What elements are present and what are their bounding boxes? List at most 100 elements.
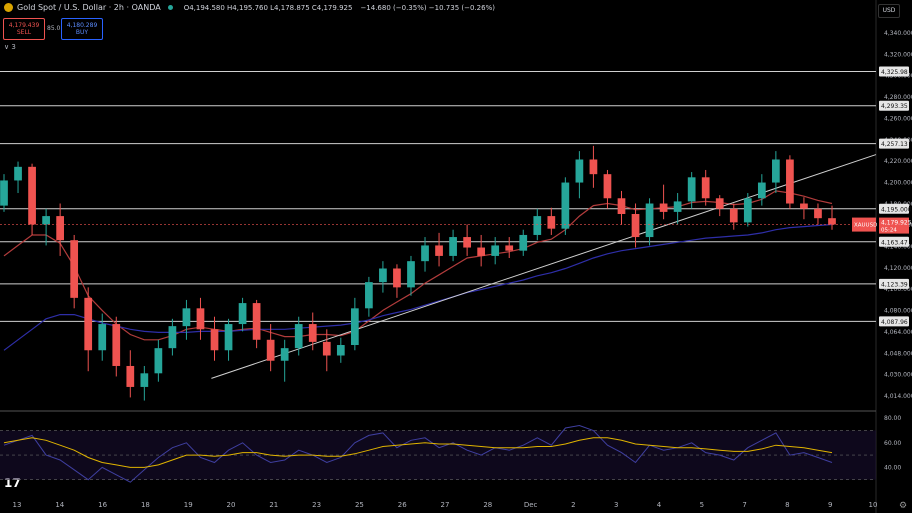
time-tick-label: 4 [657,501,662,509]
candle-body [533,216,542,235]
time-tick-label: 13 [13,501,22,509]
settings-gear-icon[interactable]: ⚙ [899,501,908,511]
chart-frame [0,0,877,513]
candle-body [322,341,331,356]
time-tick-label: 8 [785,501,789,509]
time-tick-label: 23 [312,501,321,509]
candle-body [617,198,626,214]
candle-body [14,166,22,181]
candle-body [800,203,808,209]
time-tick-label: 18 [141,501,150,509]
buy-button[interactable]: 4,180.289 BUY [61,18,103,40]
countdown-label: 05:24 [881,228,897,234]
rsi-tick-label: 40.00 [884,464,901,471]
level-price-tag [879,138,909,149]
candle-body [407,261,415,288]
candle-body [828,218,836,225]
candle-body [350,308,359,346]
candle-body [154,348,163,374]
candle-body [729,208,738,223]
candle-body [435,245,443,256]
candle-body [140,373,149,387]
level-price-tag-label: 4,325.98 [881,69,908,76]
candle-body [561,182,570,229]
rsi-panel: 80.00 60.00 40.00 [0,415,901,483]
candle-body [182,308,191,327]
time-tick-label: Dec [524,501,538,509]
level-price-tag [879,316,909,327]
price-tick-label: 4,220.000 [884,158,912,165]
candles [0,145,836,401]
sell-label: SELL [16,29,32,36]
time-tick-label: 14 [55,501,64,509]
candle-body [42,216,50,225]
candle-body [308,324,317,342]
candle-body [196,308,205,330]
level-price-tag-label: 4,163.47 [881,239,908,246]
candle-body [449,237,457,256]
ticker-tag [852,217,876,232]
moving-averages [3,190,833,351]
time-tick-label: 10 [869,501,878,509]
candle-body [224,324,233,351]
ema-long-line [3,223,833,351]
price-tick-label: 4,340.000 [884,30,912,37]
candle-body [519,234,528,251]
symbol-title: Gold Spot / U.S. Dollar · 2h · OANDA [17,3,161,12]
candle-body [463,237,471,248]
candle-body [28,166,36,225]
rsi-tick-label: 60.00 [884,440,901,447]
price-axis[interactable]: 4,340.0004,320.0004,300.0004,280.0004,26… [884,30,912,400]
collapse-indicators-button[interactable]: ∨ 3 [4,43,16,51]
price-tick-label: 4,120.000 [884,265,912,272]
candle-body [603,174,612,199]
market-open-icon [167,5,173,10]
candle-body [112,324,121,366]
change-values: −14.680 (−0.35%) −10.735 (−0.26%) [360,3,495,12]
time-tick-label: 25 [355,501,364,509]
currency-selector[interactable]: USD [878,4,900,18]
buy-label: BUY [75,29,89,36]
candle-body [673,201,682,212]
candle-body [84,297,93,351]
sell-button[interactable]: 4,179.439 SELL [3,18,45,40]
candle-body [393,268,401,288]
ticker-tag-label: XAUUSD [854,223,877,229]
time-tick-label: 19 [184,501,193,509]
time-tick-label: 7 [742,501,746,509]
horizontal-levels[interactable] [0,71,876,322]
price-tick-label: 4,200.000 [884,179,912,186]
candle-body [757,182,766,199]
candle-body [294,324,303,349]
candle-body [786,159,794,204]
time-axis[interactable]: 13 14 16 18 19 20 21 23 25 26 27 28 Dec 2 3 4 5 7 8 9 10 [13,501,878,509]
time-tick-label: 27 [441,501,450,509]
candle-body [701,177,710,199]
candle-body [547,216,556,229]
price-tick-label: 4,260.000 [884,115,912,122]
time-tick-label: 28 [483,501,492,509]
time-tick-label: 5 [700,501,704,509]
candle-body [98,324,107,351]
time-tick-label: 20 [227,501,236,509]
level-price-tag-label: 4,293.35 [881,103,908,110]
level-price-tag [879,66,909,77]
price-tick-label: 4,280.000 [884,94,912,101]
candle-body [491,245,500,256]
gold-coin-icon [4,3,13,12]
price-tick-label: 4,014.000 [884,393,912,400]
candle-body [814,208,822,219]
price-tags: 4,325.98 4,293.35 4,257.13 4,195.000 4,163.4… [0,66,912,327]
candle-body [477,247,486,256]
level-price-tag [879,203,909,214]
time-tick-label: 26 [398,501,407,509]
price-tick-label: 4,064.000 [884,329,912,336]
current-price-tag [879,217,909,234]
symbol-legend[interactable]: Gold Spot / U.S. Dollar · 2h · OANDA O4,… [4,3,495,12]
ohlc-values: O4,194.580 H4,195.760 L4,178.875 C4,179.… [183,3,353,12]
level-price-tag [879,278,909,289]
candle-body [365,282,373,309]
rsi-ma-line [3,437,833,468]
candle-body [743,198,752,223]
